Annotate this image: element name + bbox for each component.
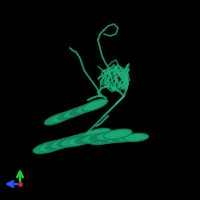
Ellipse shape [45,113,70,125]
Ellipse shape [82,133,110,143]
Ellipse shape [68,132,99,144]
Ellipse shape [123,133,148,141]
Ellipse shape [97,131,124,140]
Ellipse shape [100,136,124,143]
Ellipse shape [89,132,117,141]
Ellipse shape [75,135,103,144]
Ellipse shape [57,108,82,120]
Ellipse shape [88,137,113,145]
Ellipse shape [45,138,76,150]
Ellipse shape [103,129,132,139]
Ellipse shape [57,135,87,147]
Ellipse shape [82,99,108,111]
Ellipse shape [62,133,93,146]
Ellipse shape [124,134,148,141]
Ellipse shape [51,136,82,149]
Ellipse shape [106,135,130,143]
Ellipse shape [79,128,111,141]
Ellipse shape [33,141,64,153]
Ellipse shape [118,134,142,142]
Ellipse shape [60,137,89,147]
Ellipse shape [70,104,95,116]
Ellipse shape [39,140,70,152]
Ellipse shape [44,113,70,125]
Ellipse shape [104,129,132,139]
Ellipse shape [112,135,136,142]
Ellipse shape [82,99,107,111]
Ellipse shape [74,130,105,142]
Ellipse shape [33,141,65,154]
Ellipse shape [51,111,76,122]
Ellipse shape [68,136,95,145]
Ellipse shape [80,129,111,141]
Ellipse shape [94,136,118,144]
Ellipse shape [88,137,112,144]
Ellipse shape [60,137,88,147]
Ellipse shape [64,106,88,118]
Ellipse shape [76,102,101,113]
